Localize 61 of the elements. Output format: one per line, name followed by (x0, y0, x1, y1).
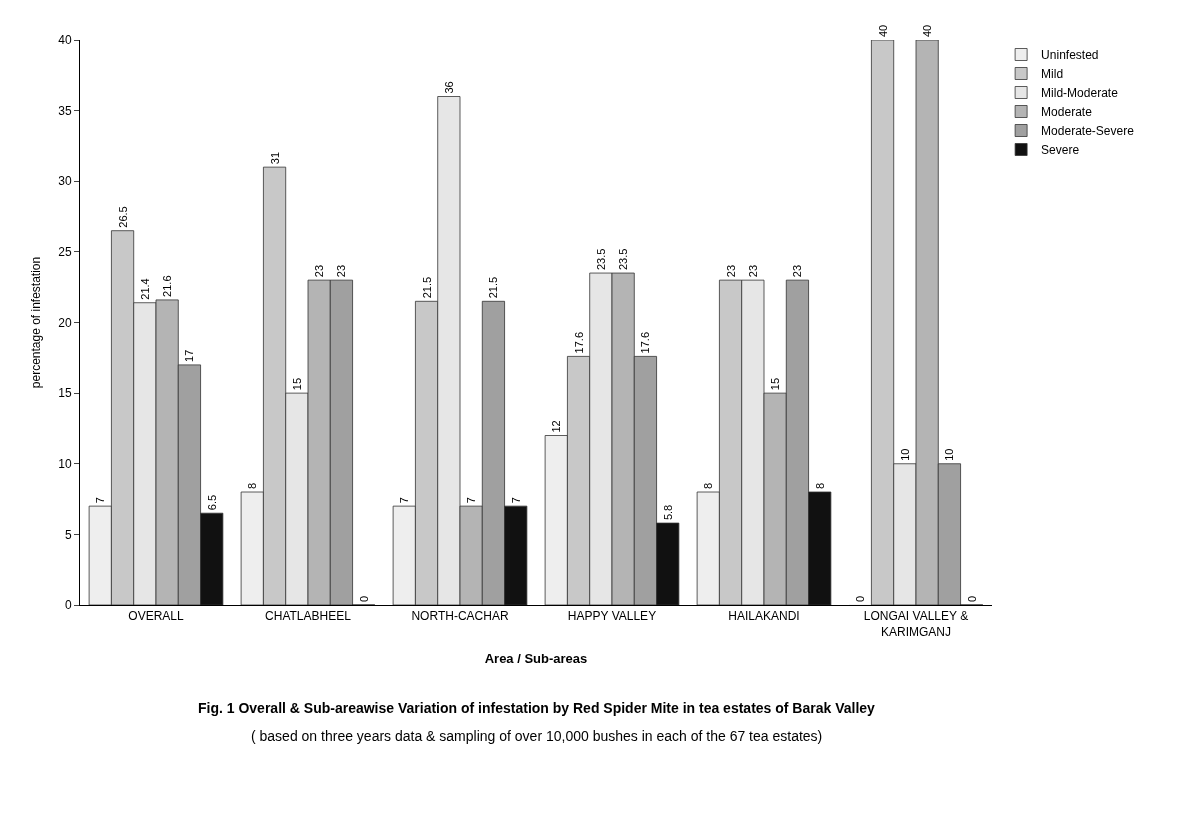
data-label: 17.6 (639, 331, 652, 354)
data-label: 6.5 (205, 494, 218, 511)
x-tick-label: LONGAI VALLEY & KARIMGANJ (863, 609, 969, 639)
data-label: 10 (943, 448, 956, 461)
data-label: 23 (335, 264, 348, 278)
data-label: 7 (94, 497, 107, 504)
data-label: 23.5 (617, 248, 630, 271)
data-label: 5.8 (661, 504, 674, 521)
data-label: 36 (442, 81, 455, 94)
data-label: 7 (398, 497, 411, 504)
x-tick-label: OVERALL (128, 609, 185, 624)
text: ( based on three years data & sampling of over 10,000 bushes in each of the 67 tea estates) (251, 728, 823, 744)
data-label: 0 (854, 595, 867, 602)
data-label: 40 (876, 24, 889, 37)
data-label: 7 (465, 497, 478, 504)
legend-label: Uninfested (1041, 48, 1099, 63)
legend-label: Moderate-Severe (1041, 124, 1135, 139)
y-tick-label: 15 (58, 386, 72, 401)
data-label: 17 (183, 349, 196, 362)
data-label: 26.5 (116, 206, 129, 228)
x-tick-label: HAPPY VALLEY (567, 609, 657, 624)
data-label: 23.5 (594, 248, 607, 271)
data-label: 23 (724, 264, 737, 278)
data-label: 0 (965, 595, 978, 602)
data-label: 21.6 (161, 275, 174, 297)
data-label: 15 (769, 377, 782, 391)
y-tick-label: 25 (58, 245, 72, 260)
text: Fig. 1 Overall & Sub-areawise Variation of infestation by Red Spider Mite in tea estates of Barak Valley (198, 700, 876, 716)
y-tick-label: 30 (58, 174, 72, 189)
x-axis-title: Area / Sub-areas (484, 650, 588, 666)
legend-label: Mild-Moderate (1041, 86, 1119, 101)
data-label: 0 (357, 595, 370, 602)
data-label: 21.5 (487, 276, 500, 299)
data-label: 15 (290, 377, 303, 391)
legend-label: Severe (1041, 143, 1080, 158)
data-label: 12 (550, 420, 563, 433)
y-tick-label: 5 (64, 527, 72, 542)
data-label: 23 (791, 264, 804, 278)
data-label: 8 (813, 482, 826, 489)
legend-label: Mild (1041, 67, 1064, 82)
data-label: 40 (921, 24, 934, 37)
data-label: 8 (246, 482, 259, 489)
data-label: 10 (898, 448, 911, 461)
data-label: 23 (313, 264, 326, 278)
y-tick-label: 10 (58, 456, 72, 471)
y-tick-label: 35 (58, 103, 72, 118)
x-tick-label: NORTH-CACHAR (411, 609, 509, 624)
data-label: 31 (268, 151, 281, 165)
data-label: 17.6 (572, 331, 585, 354)
data-label: 7 (509, 497, 522, 504)
y-tick-label: 0 (64, 598, 72, 613)
y-tick-label: 40 (58, 33, 72, 48)
x-tick-label: HAILAKANDI (728, 609, 800, 624)
y-tick-label: 20 (58, 315, 72, 330)
data-label: 23 (746, 264, 759, 278)
data-label: 21.5 (420, 276, 433, 299)
data-label: 8 (702, 482, 715, 489)
legend-label: Moderate (1041, 105, 1093, 120)
data-label: 21.4 (138, 278, 151, 300)
x-tick-label: CHATLABHEEL (265, 609, 352, 624)
y-axis-title: percentage of infestation (28, 256, 43, 389)
